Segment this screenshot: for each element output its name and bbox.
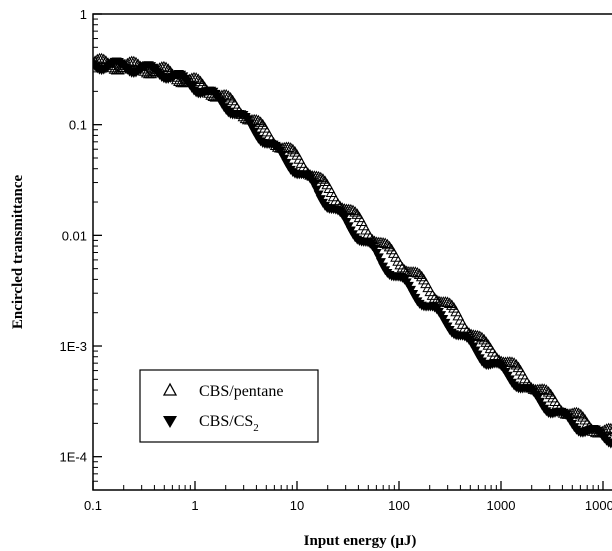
data-point [441,296,454,307]
data-point [127,55,140,67]
data-point [347,204,359,216]
x-tick-label: 100 [388,498,410,513]
legend-label-cs2: CBS/CS2 [199,413,259,434]
y-axis: 1 0.1 0.01 1E-3 1E-4 [60,7,102,491]
series-cbs-cs2 [93,57,612,449]
data-point [349,206,361,217]
data-point [411,267,424,278]
legend-marker-cs2 [163,416,177,428]
x-axis: 0.1 1 10 100 1000 10000 [84,481,612,513]
legend-label-pentane: CBS/pentane [199,383,283,400]
data-point [510,358,523,370]
data-point [222,90,235,101]
data-point [542,386,555,397]
x-axis-title: Input energy (μJ) [304,533,417,549]
data-point [130,56,142,68]
data-point [574,408,587,420]
data-point [607,425,612,435]
legend-marker-pentane [162,382,178,396]
data-point [314,171,327,183]
data-point [508,357,520,368]
data-point [375,258,386,268]
data-point [381,238,394,250]
legend-box [139,369,319,443]
data-point [506,356,518,367]
x-tick-label: 10000 [585,498,612,513]
data-point [190,72,202,83]
data-point [254,116,267,127]
data-point [311,185,322,195]
data-point [284,142,297,153]
data-point [604,422,612,434]
data-point [373,253,384,263]
data-point [396,261,409,273]
data-point [540,384,553,395]
data-point [192,73,205,84]
data-point [95,52,108,64]
data-point [313,190,324,200]
data-point [158,60,170,72]
data-point [538,383,551,394]
data-point [224,91,237,103]
x-tick-label: 1000 [487,498,516,513]
series-layer [93,52,612,449]
legend: CBS/pentane CBS/CS2 [139,369,319,443]
data-point [286,143,299,155]
data-point [428,292,441,303]
data-point [443,297,456,309]
y-tick-label: 0.1 [69,118,87,133]
data-point [413,268,426,279]
data-point [572,407,585,418]
y-tick-label: 1E-4 [60,450,87,465]
data-point [379,237,392,249]
data-point [220,89,233,100]
data-point [145,67,157,79]
x-tick-label: 10 [290,498,304,513]
data-point [476,331,488,343]
data-point [473,330,486,341]
y-tick-label: 0.01 [62,228,87,243]
y-tick-label: 1 [80,7,87,22]
data-point [317,173,329,184]
data-point [488,349,501,361]
x-tick-label: 1 [191,498,198,513]
data-point [478,333,490,345]
x-tick-label: 0.1 [84,498,102,513]
data-point [445,299,458,310]
data-point [194,75,207,87]
y-axis-title: Encircled transmittance [10,175,26,330]
data-point [607,439,612,447]
data-point [160,61,172,73]
data-point [252,114,265,126]
y-tick-label: 1E-3 [60,339,87,354]
data-point [309,181,320,191]
